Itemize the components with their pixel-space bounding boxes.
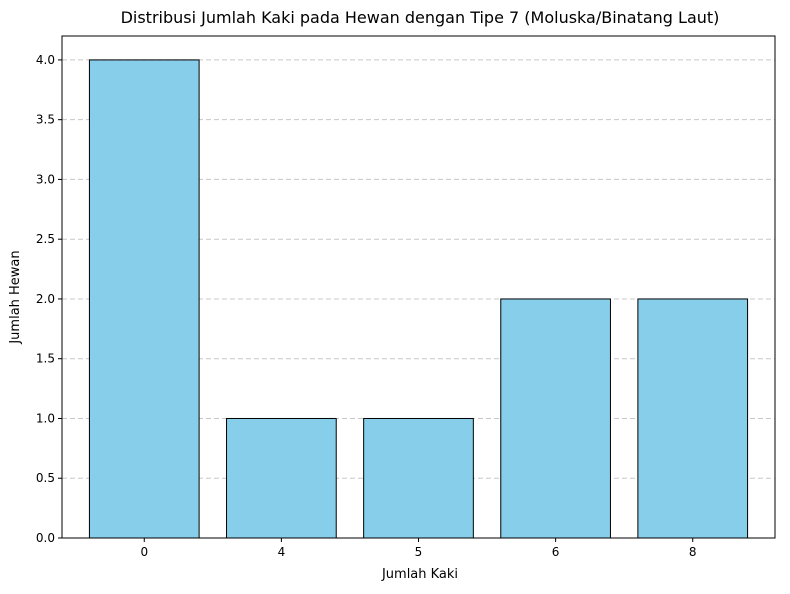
- x-tick-label: 4: [278, 545, 286, 559]
- y-tick-label: 4.0: [36, 53, 55, 67]
- y-tick-label: 1.0: [36, 411, 55, 425]
- x-axis-label: Jumlah Kaki: [381, 567, 458, 582]
- x-tick-label: 6: [552, 545, 560, 559]
- y-tick-label: 2.0: [36, 292, 55, 306]
- bar-8: [637, 298, 749, 539]
- bar-0: [88, 59, 200, 539]
- bar-4: [226, 417, 337, 539]
- bar-5: [363, 417, 474, 539]
- x-tick-label: 0: [140, 545, 148, 559]
- x-tick-label: 5: [415, 545, 423, 559]
- y-tick-label: 0.5: [36, 471, 55, 485]
- y-tick-label: 0.0: [36, 531, 55, 545]
- y-axis-ticks: 0.0 0.5 1.0 1.5 2.0 2.5 3.0 3.5 4.0: [36, 53, 62, 545]
- y-axis-label: Jumlah Hewan: [8, 250, 23, 344]
- x-axis-ticks: 0 4 5 6 8: [140, 538, 697, 559]
- bars: [88, 59, 749, 539]
- y-tick-label: 1.5: [36, 352, 55, 366]
- chart-title: Distribusi Jumlah Kaki pada Hewan dengan…: [121, 8, 720, 27]
- y-tick-label: 3.5: [36, 113, 55, 127]
- x-tick-label: 8: [689, 545, 697, 559]
- bar-6: [500, 298, 611, 539]
- y-tick-label: 3.0: [36, 172, 55, 186]
- y-tick-label: 2.5: [36, 232, 55, 246]
